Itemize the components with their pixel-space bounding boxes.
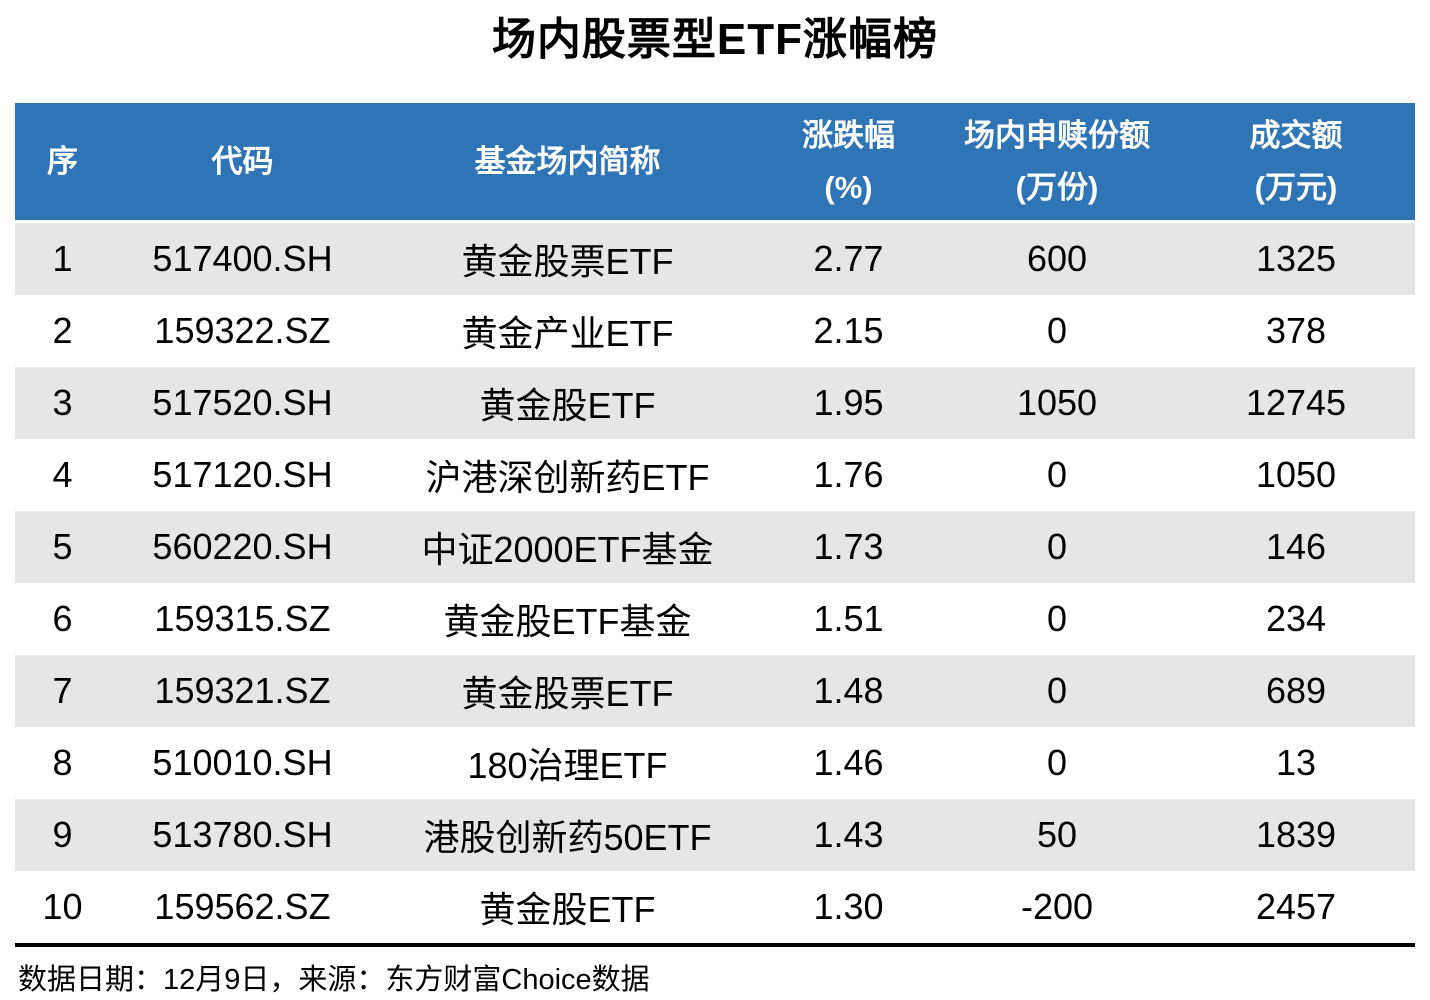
- header-turnover-unit: (万元): [1254, 169, 1338, 205]
- header-change-pct: 涨跌幅 (%): [760, 103, 937, 220]
- cell-fund-name: 黄金股票ETF: [461, 673, 674, 714]
- cell-code: 159322.SZ: [154, 310, 331, 351]
- cell-change-pct: 1.73: [813, 526, 884, 567]
- cell-code: 159562.SZ: [154, 886, 331, 927]
- cell-fund-name: 中证2000ETF基金: [421, 529, 714, 570]
- cell-redemption-shares: 0: [1046, 742, 1068, 783]
- cell-rank: 3: [52, 382, 73, 423]
- cell-redemption-shares: 0: [1046, 310, 1068, 351]
- header-turnover: 成交额 (万元): [1177, 103, 1415, 220]
- cell-code: 159315.SZ: [154, 598, 331, 639]
- table-body: 1 517400.SH 黄金股票ETF 2.77 600 1325 2 159322.SZ 黄金…: [15, 223, 1415, 943]
- cell-change-pct: 1.51: [813, 598, 884, 639]
- cell-change-pct: 1.43: [813, 814, 884, 855]
- page-title: 场内股票型ETF涨幅榜: [491, 15, 939, 64]
- cell-fund-name: 黄金股ETF: [479, 385, 656, 426]
- cell-fund-name: 港股创新药50ETF: [423, 817, 712, 858]
- cell-turnover: 1325: [1255, 238, 1337, 279]
- cell-code: 159321.SZ: [154, 670, 331, 711]
- cell-turnover: 234: [1265, 598, 1327, 639]
- table-row: 9 513780.SH 港股创新药50ETF 1.43 50 1839: [15, 799, 1415, 871]
- cell-redemption-shares: 1050: [1016, 382, 1098, 423]
- cell-code: 510010.SH: [152, 742, 333, 783]
- cell-turnover: 1839: [1255, 814, 1337, 855]
- header-fund-name: 基金场内简称: [375, 103, 760, 220]
- cell-turnover: 146: [1265, 526, 1327, 567]
- table-row: 1 517400.SH 黄金股票ETF 2.77 600 1325: [15, 223, 1415, 295]
- header-turnover-label: 成交额: [1249, 117, 1343, 153]
- header-redemption-shares-unit: (万份): [1015, 169, 1099, 205]
- table-row: 7 159321.SZ 黄金股票ETF 1.48 0 689: [15, 655, 1415, 727]
- header-fund-name-label: 基金场内简称: [474, 143, 661, 179]
- header-change-pct-label: 涨跌幅: [802, 117, 895, 153]
- cell-rank: 1: [52, 238, 73, 279]
- cell-fund-name: 黄金股ETF基金: [443, 601, 692, 642]
- cell-change-pct: 2.77: [813, 238, 884, 279]
- cell-redemption-shares: 0: [1046, 598, 1068, 639]
- cell-rank: 9: [52, 814, 73, 855]
- cell-rank: 10: [42, 886, 83, 927]
- cell-change-pct: 2.15: [813, 310, 884, 351]
- table-row: 2 159322.SZ 黄金产业ETF 2.15 0 378: [15, 295, 1415, 367]
- table-row: 3 517520.SH 黄金股ETF 1.95 1050 12745: [15, 367, 1415, 439]
- footer-divider-line: [15, 943, 1415, 947]
- cell-code: 560220.SH: [152, 526, 333, 567]
- cell-rank: 2: [52, 310, 73, 351]
- cell-change-pct: 1.76: [813, 454, 884, 495]
- cell-fund-name: 180治理ETF: [467, 745, 668, 786]
- cell-turnover: 12745: [1245, 382, 1347, 423]
- cell-turnover: 378: [1265, 310, 1327, 351]
- cell-code: 517400.SH: [152, 238, 333, 279]
- table-row: 6 159315.SZ 黄金股ETF基金 1.51 0 234: [15, 583, 1415, 655]
- cell-change-pct: 1.48: [813, 670, 884, 711]
- cell-turnover: 1050: [1255, 454, 1337, 495]
- table-header-row: 序 代码 基金场内简称 涨跌幅 (%) 场内申赎份额 (万份) 成交额 (万元): [15, 103, 1415, 223]
- cell-fund-name: 黄金股票ETF: [461, 241, 674, 282]
- cell-fund-name: 沪港深创新药ETF: [425, 457, 710, 498]
- cell-code: 517520.SH: [152, 382, 333, 423]
- cell-redemption-shares: 50: [1036, 814, 1078, 855]
- header-code: 代码: [110, 103, 375, 220]
- table-row: 10 159562.SZ 黄金股ETF 1.30 -200 2457: [15, 871, 1415, 943]
- header-code-label: 代码: [211, 143, 274, 179]
- cell-fund-name: 黄金产业ETF: [461, 313, 674, 354]
- cell-code: 517120.SH: [152, 454, 333, 495]
- cell-redemption-shares: 600: [1026, 238, 1088, 279]
- header-change-pct-unit: (%): [824, 169, 873, 205]
- table-row: 8 510010.SH 180治理ETF 1.46 0 13: [15, 727, 1415, 799]
- cell-rank: 6: [52, 598, 73, 639]
- cell-redemption-shares: 0: [1046, 670, 1068, 711]
- header-rank: 序: [15, 103, 110, 220]
- cell-turnover: 2457: [1255, 886, 1337, 927]
- table-row: 5 560220.SH 中证2000ETF基金 1.73 0 146: [15, 511, 1415, 583]
- data-source-note: 数据日期：12月9日，来源：东方财富Choice数据: [18, 964, 650, 996]
- cell-fund-name: 黄金股ETF: [479, 889, 656, 930]
- cell-change-pct: 1.46: [813, 742, 884, 783]
- header-redemption-shares-label: 场内申赎份额: [964, 117, 1150, 153]
- cell-change-pct: 1.30: [813, 886, 884, 927]
- header-redemption-shares: 场内申赎份额 (万份): [937, 103, 1177, 220]
- cell-turnover: 689: [1265, 670, 1327, 711]
- cell-turnover: 13: [1275, 742, 1317, 783]
- cell-rank: 4: [52, 454, 73, 495]
- cell-change-pct: 1.95: [813, 382, 884, 423]
- table-row: 4 517120.SH 沪港深创新药ETF 1.76 0 1050: [15, 439, 1415, 511]
- cell-redemption-shares: 0: [1046, 454, 1068, 495]
- cell-code: 513780.SH: [152, 814, 333, 855]
- cell-rank: 5: [52, 526, 73, 567]
- cell-redemption-shares: -200: [1020, 886, 1094, 927]
- header-rank-label: 序: [47, 143, 78, 179]
- cell-rank: 7: [52, 670, 73, 711]
- cell-rank: 8: [52, 742, 73, 783]
- cell-redemption-shares: 0: [1046, 526, 1068, 567]
